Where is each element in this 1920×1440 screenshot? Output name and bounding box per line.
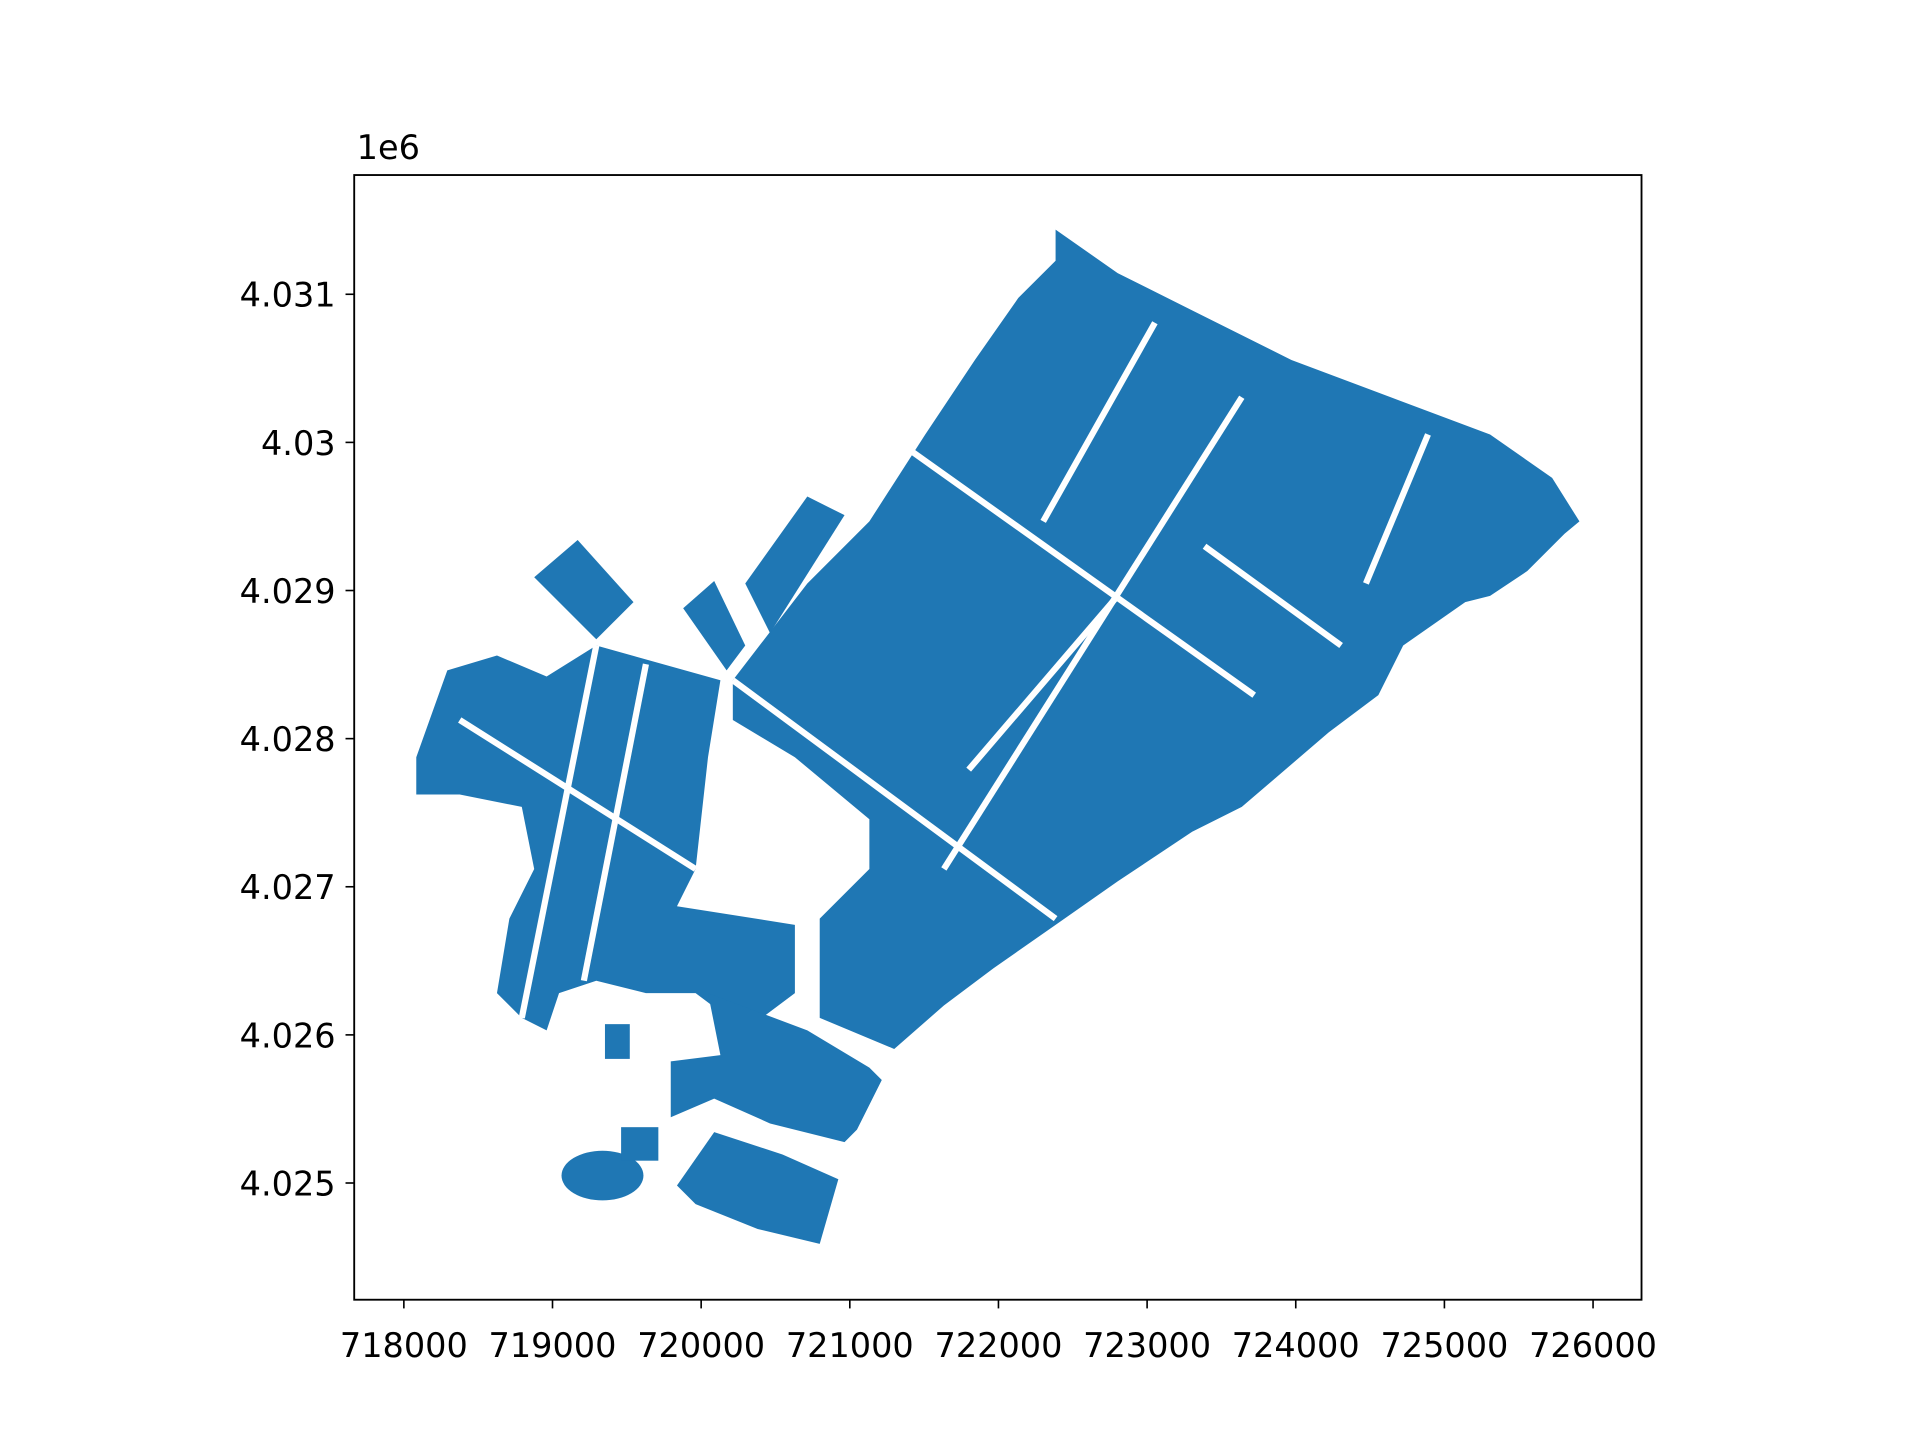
- y-tick-label: 4.028: [240, 720, 336, 759]
- map-region: [732, 229, 1580, 1049]
- map-polygons: [416, 229, 1580, 1244]
- map-region: [561, 1150, 644, 1201]
- map-region: [676, 1132, 839, 1244]
- x-tick-label: 721000: [786, 1326, 914, 1365]
- y-tick-label: 4.03: [261, 424, 336, 463]
- map-roads: [458, 321, 1431, 1019]
- x-tick-label: 718000: [340, 1326, 468, 1365]
- map-region: [416, 645, 795, 1031]
- y-tick-label: 4.027: [240, 868, 336, 907]
- x-tick-label: 726000: [1529, 1326, 1657, 1365]
- y-offset-text: 1e6: [357, 128, 420, 167]
- map-region: [621, 1127, 659, 1161]
- x-tick-label: 719000: [489, 1326, 617, 1365]
- y-tick-label: 4.029: [240, 572, 336, 611]
- x-tick-label: 723000: [1083, 1326, 1211, 1365]
- map-region: [604, 1024, 630, 1059]
- y-tick-label: 4.031: [240, 276, 336, 315]
- x-tick-label: 722000: [935, 1326, 1063, 1365]
- map-region: [534, 540, 634, 640]
- y-tick-label: 4.026: [240, 1016, 336, 1055]
- map-region: [683, 580, 746, 671]
- map-region: [670, 993, 882, 1143]
- x-tick-label: 725000: [1380, 1326, 1508, 1365]
- map-region: [745, 496, 845, 634]
- x-tick-label: 724000: [1232, 1326, 1360, 1365]
- x-tick-label: 720000: [637, 1326, 765, 1365]
- y-tick-label: 4.025: [240, 1164, 336, 1203]
